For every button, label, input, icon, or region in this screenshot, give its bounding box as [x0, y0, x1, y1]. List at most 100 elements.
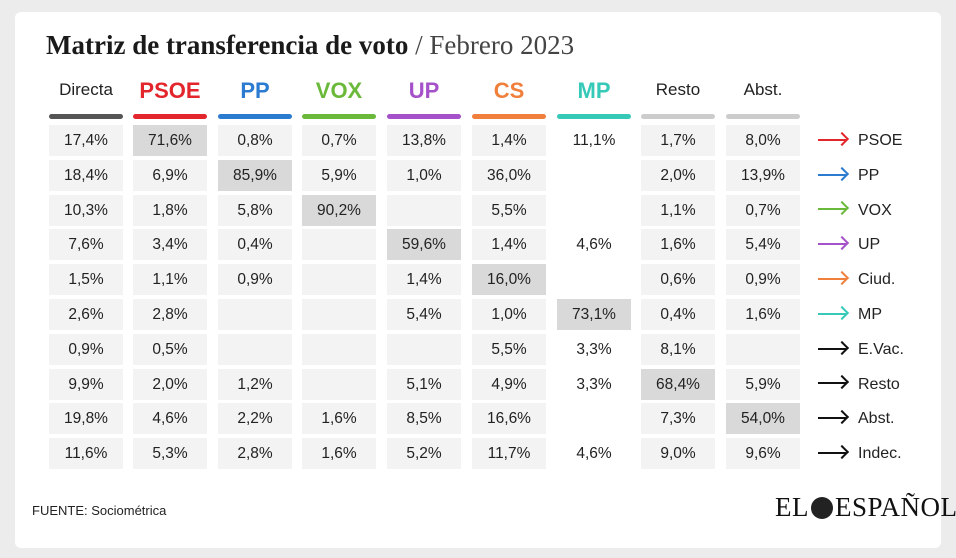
table-cell: [302, 264, 376, 296]
column-color-bar: [641, 114, 715, 119]
row-label: Resto: [818, 369, 900, 400]
row-label: Abst.: [818, 403, 894, 434]
arrow-right-icon: [818, 277, 846, 280]
table-cell: 5,4%: [726, 229, 800, 261]
lion-icon: [811, 497, 833, 519]
table-cell-highlight: 73,1%: [557, 299, 631, 330]
table-cell: 1,8%: [133, 194, 207, 226]
table-cell: 1,4%: [472, 229, 546, 261]
arrow-right-icon: [818, 173, 846, 176]
source-note: FUENTE: Sociométrica: [32, 503, 167, 518]
table-cell: 0,7%: [726, 194, 800, 226]
table-cell-highlight: 59,6%: [387, 229, 461, 261]
table-cell: 1,6%: [726, 299, 800, 330]
column-color-bar: [557, 114, 631, 119]
arrow-right-icon: [818, 138, 846, 141]
table-cell: 1,0%: [387, 159, 461, 191]
row-label: VOX: [818, 195, 892, 226]
row-label: UP: [818, 229, 880, 260]
row-label: E.Vac.: [818, 334, 904, 365]
table-cell: 5,3%: [133, 438, 207, 470]
table-cell: 2,8%: [133, 299, 207, 330]
row-label-text: MP: [858, 306, 882, 323]
column-color-bar: [218, 114, 292, 119]
table-cell: 0,4%: [641, 299, 715, 330]
column-color-bar: [387, 114, 461, 119]
title-separator: /: [408, 30, 430, 60]
table-cell: 7,6%: [49, 229, 123, 261]
table-cell: [218, 333, 292, 365]
table-cell: 13,9%: [726, 159, 800, 191]
row-label-text: Resto: [858, 375, 900, 393]
table-cell: [302, 368, 376, 400]
arrow-right-icon: [818, 382, 846, 385]
row-label: MP: [818, 299, 882, 330]
table-cell: 1,2%: [218, 368, 292, 400]
table-cell: 2,8%: [218, 438, 292, 470]
table-cell-highlight: 68,4%: [641, 368, 715, 400]
table-cell: 1,1%: [133, 264, 207, 296]
row-label-text: E.Vac.: [858, 340, 904, 358]
table-cell: 7,3%: [641, 403, 715, 435]
table-cell: 4,6%: [133, 403, 207, 435]
table-cell: 17,4%: [49, 125, 123, 156]
table-cell: [302, 333, 376, 365]
table-cell: 16,6%: [472, 403, 546, 435]
chart-title: Matriz de transferencia de voto / Febrer…: [46, 30, 574, 61]
column-header-pp: PP: [240, 78, 270, 103]
table-cell: 11,7%: [472, 438, 546, 470]
table-cell: 2,6%: [49, 299, 123, 330]
row-label-text: Ciud.: [858, 271, 896, 289]
table-cell: 2,0%: [133, 368, 207, 400]
column-header-directa: Directa: [59, 80, 113, 99]
table-cell: [302, 229, 376, 261]
table-cell: 36,0%: [472, 159, 546, 191]
el-espanol-logo: EL ESPAÑOL: [775, 492, 956, 523]
row-label-text: PSOE: [858, 132, 903, 149]
table-cell: 0,6%: [641, 264, 715, 296]
table-cell: 8,1%: [641, 333, 715, 365]
row-label-text: Abst.: [858, 410, 895, 428]
row-label-text: UP: [858, 236, 881, 254]
table-cell: 3,4%: [133, 229, 207, 261]
table-cell: 1,1%: [641, 194, 715, 226]
table-cell: 0,9%: [49, 333, 123, 365]
column-color-bar: [49, 114, 123, 119]
table-cell: [557, 195, 631, 226]
column-header-mp: MP: [577, 78, 611, 103]
table-cell: 2,0%: [641, 159, 715, 191]
table-cell: 1,6%: [302, 403, 376, 435]
title-main: Matriz de transferencia de voto: [46, 30, 409, 60]
table-cell: 5,5%: [472, 333, 546, 365]
table-cell: 19,8%: [49, 403, 123, 435]
column-color-bar: [302, 114, 376, 119]
logo-text-right: ESPAÑOL: [835, 492, 956, 522]
arrow-right-icon: [818, 208, 846, 211]
column-header-resto: Resto: [655, 80, 701, 99]
table-cell: 8,0%: [726, 125, 800, 156]
column-header-psoe: PSOE: [139, 78, 201, 103]
row-label: Indec.: [818, 438, 902, 469]
table-cell: 4,6%: [576, 445, 612, 463]
table-cell: 3,3%: [576, 340, 612, 358]
table-cell: 4,9%: [472, 368, 546, 400]
row-label-text: VOX: [858, 201, 892, 219]
table-cell: 18,4%: [49, 159, 123, 191]
table-cell-highlight: 90,2%: [302, 194, 376, 226]
arrow-right-icon: [818, 451, 846, 454]
column-color-bar: [726, 114, 800, 119]
table-cell: 1,0%: [472, 299, 546, 330]
row-label: PSOE: [818, 125, 902, 156]
column-color-bar: [472, 114, 546, 119]
table-cell: 6,9%: [133, 159, 207, 191]
arrow-right-icon: [818, 243, 846, 246]
table-cell: 0,9%: [218, 264, 292, 296]
table-cell: 5,5%: [472, 194, 546, 226]
table-cell: [387, 194, 461, 226]
table-cell: 11,1%: [572, 132, 616, 149]
table-cell: [557, 403, 631, 434]
table-cell-highlight: 71,6%: [133, 125, 207, 156]
table-cell: 9,9%: [49, 368, 123, 400]
table-cell: 0,9%: [726, 264, 800, 296]
table-cell: 9,0%: [641, 438, 715, 470]
